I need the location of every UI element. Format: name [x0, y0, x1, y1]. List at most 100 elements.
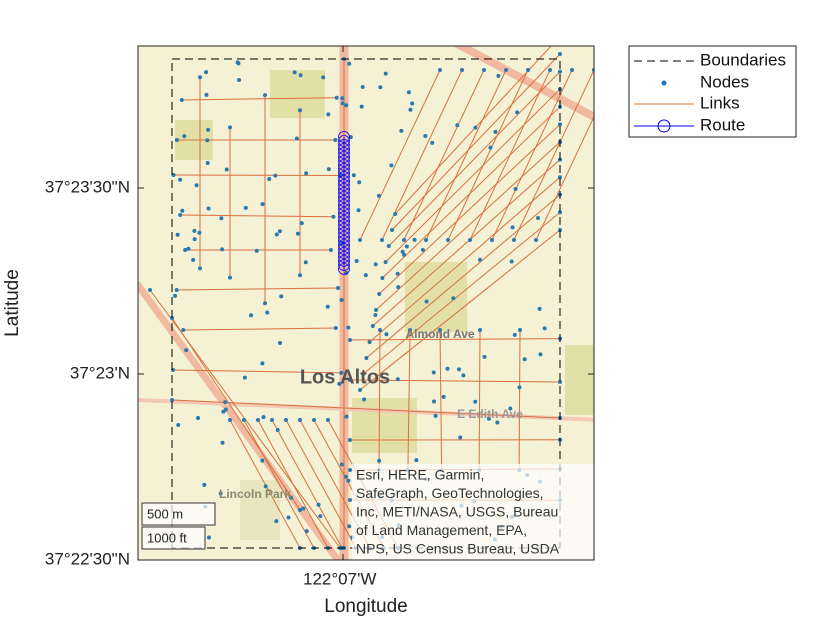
map-label: E Edith Ave: [457, 407, 523, 421]
node: [389, 163, 393, 167]
node: [186, 247, 190, 251]
node: [260, 361, 264, 365]
node: [423, 134, 427, 138]
node: [358, 388, 362, 392]
node: [321, 75, 325, 79]
node: [242, 418, 246, 422]
node: [329, 248, 333, 252]
node: [182, 134, 186, 138]
node: [261, 415, 265, 419]
node: [445, 367, 449, 371]
node: [223, 400, 227, 404]
node: [191, 258, 195, 262]
node: [195, 183, 199, 187]
node: [384, 260, 388, 264]
node: [518, 328, 522, 332]
node: [364, 273, 368, 277]
node: [490, 238, 494, 242]
node: [468, 238, 472, 242]
node: [377, 459, 381, 463]
node: [478, 258, 482, 262]
node: [202, 483, 206, 487]
node: [228, 276, 232, 280]
legend-label: Links: [700, 93, 740, 112]
node: [261, 202, 265, 206]
node: [312, 418, 316, 422]
node: [536, 216, 540, 220]
park: [352, 398, 417, 453]
node: [175, 138, 179, 142]
node: [396, 377, 400, 381]
node: [279, 294, 283, 298]
node: [299, 73, 303, 77]
node: [362, 397, 366, 401]
node: [287, 515, 291, 519]
node: [265, 311, 269, 315]
node: [220, 247, 224, 251]
node: [270, 418, 274, 422]
node: [378, 85, 382, 89]
node: [341, 101, 345, 105]
node: [473, 400, 477, 404]
node: [206, 161, 210, 165]
node: [405, 244, 409, 248]
node: [293, 70, 297, 74]
y-axis-label: Latitude: [2, 269, 23, 337]
node: [176, 233, 180, 237]
node: [228, 125, 232, 129]
node: [193, 237, 197, 241]
node: [513, 333, 517, 337]
node: [442, 395, 446, 399]
node: [196, 416, 200, 420]
node: [304, 171, 308, 175]
map-label: Los Altos: [300, 366, 390, 388]
node: [510, 260, 514, 264]
node: [206, 128, 210, 132]
legend-label: Route: [700, 115, 745, 134]
node: [432, 371, 436, 375]
node: [256, 418, 260, 422]
node: [197, 231, 201, 235]
node: [393, 212, 397, 216]
node: [526, 68, 530, 72]
node: [377, 292, 381, 296]
node: [278, 229, 282, 233]
node: [178, 178, 182, 182]
node: [344, 475, 348, 479]
node: [352, 173, 356, 177]
node: [548, 68, 552, 72]
node: [301, 507, 305, 511]
node: [446, 238, 450, 242]
link: [174, 175, 341, 176]
map: Los Altos Almond Ave E Edith Ave Lincoln…: [138, 34, 618, 570]
node: [430, 141, 434, 145]
node: [358, 238, 362, 242]
node: [457, 367, 461, 371]
node: [198, 266, 202, 270]
node: [425, 299, 429, 303]
map-label: Almond Ave: [405, 327, 474, 341]
node: [396, 285, 400, 289]
y-tick-label: 37°23'30"N: [45, 177, 130, 196]
node: [558, 122, 562, 126]
node: [207, 207, 211, 211]
node: [432, 399, 436, 403]
node: [336, 286, 340, 290]
node: [396, 272, 400, 276]
attribution-line: Inc, METI/NASA, USGS, Bureau: [356, 504, 558, 520]
node: [473, 126, 477, 130]
node: [538, 307, 542, 311]
legend-label: Boundaries: [700, 50, 786, 69]
node: [205, 138, 209, 142]
node: [399, 129, 403, 133]
map-label: Lincoln Park: [219, 487, 291, 501]
node: [204, 93, 208, 97]
node: [558, 70, 562, 74]
node: [275, 233, 279, 237]
legend: Boundaries Nodes Links Route: [629, 46, 796, 137]
node: [181, 328, 185, 332]
node: [244, 206, 248, 210]
node: [237, 78, 241, 82]
node: [410, 101, 414, 105]
node: [295, 136, 299, 140]
